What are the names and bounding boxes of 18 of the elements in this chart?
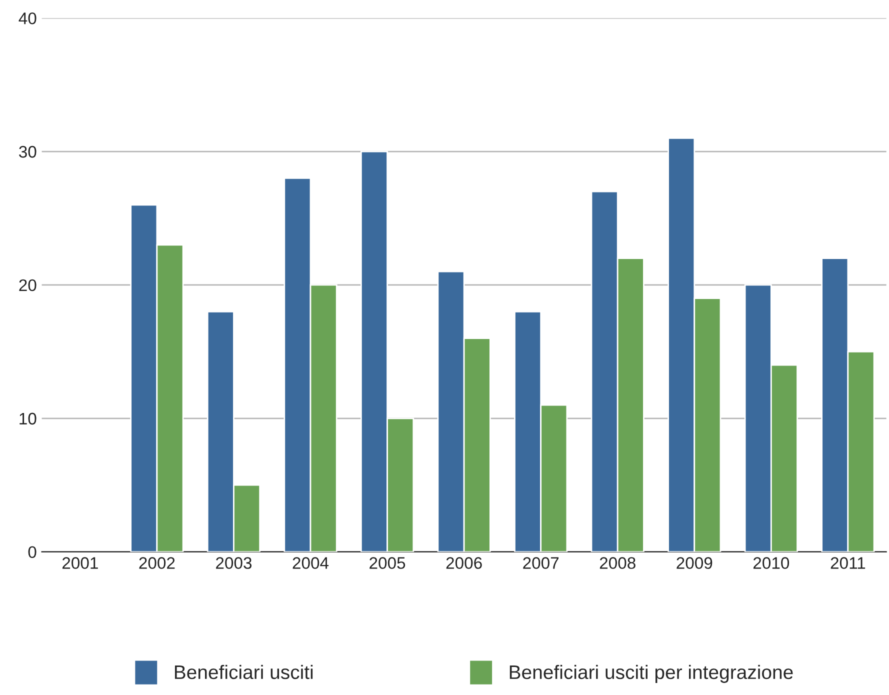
- y-tick-label: 40: [18, 12, 36, 24]
- x-tick-label: 2006: [446, 557, 482, 569]
- x-tick-label: 2004: [292, 557, 329, 569]
- y-tick-label: 10: [20, 412, 36, 425]
- x-tick-label: 2009: [676, 557, 712, 569]
- x-tick-label: 2005: [370, 557, 406, 569]
- x-tick-label: 2008: [600, 557, 636, 569]
- x-tick-label: 2007: [523, 557, 559, 569]
- y-tick-label: 30: [19, 146, 36, 158]
- x-tick-label: 2010: [753, 557, 790, 569]
- legend-label: Beneficiari usciti per integrazione: [510, 664, 793, 683]
- y-tick-label: 0: [28, 546, 36, 558]
- x-tick-label: 2003: [216, 557, 252, 569]
- x-tick-label: 2011: [830, 557, 866, 569]
- x-tick-label: 2001: [62, 557, 98, 569]
- x-tick-label: 2002: [139, 557, 175, 569]
- legend-label: Beneficiari usciti: [174, 664, 313, 680]
- y-tick-label: 20: [19, 279, 36, 292]
